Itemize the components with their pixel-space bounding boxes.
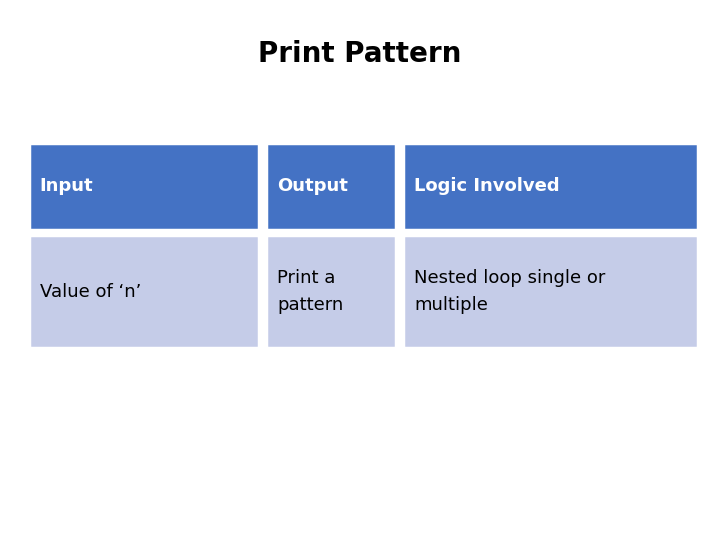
Text: Print a
pattern: Print a pattern: [277, 269, 343, 314]
FancyBboxPatch shape: [403, 143, 698, 230]
Text: Input: Input: [40, 177, 93, 195]
FancyBboxPatch shape: [403, 235, 698, 348]
Text: Nested loop single or
multiple: Nested loop single or multiple: [414, 269, 606, 314]
FancyBboxPatch shape: [266, 143, 396, 230]
FancyBboxPatch shape: [29, 143, 259, 230]
Text: Print Pattern: Print Pattern: [258, 40, 462, 68]
Text: Output: Output: [277, 177, 348, 195]
Text: Logic Involved: Logic Involved: [414, 177, 559, 195]
FancyBboxPatch shape: [266, 235, 396, 348]
Text: Value of ‘n’: Value of ‘n’: [40, 282, 141, 301]
FancyBboxPatch shape: [29, 235, 259, 348]
